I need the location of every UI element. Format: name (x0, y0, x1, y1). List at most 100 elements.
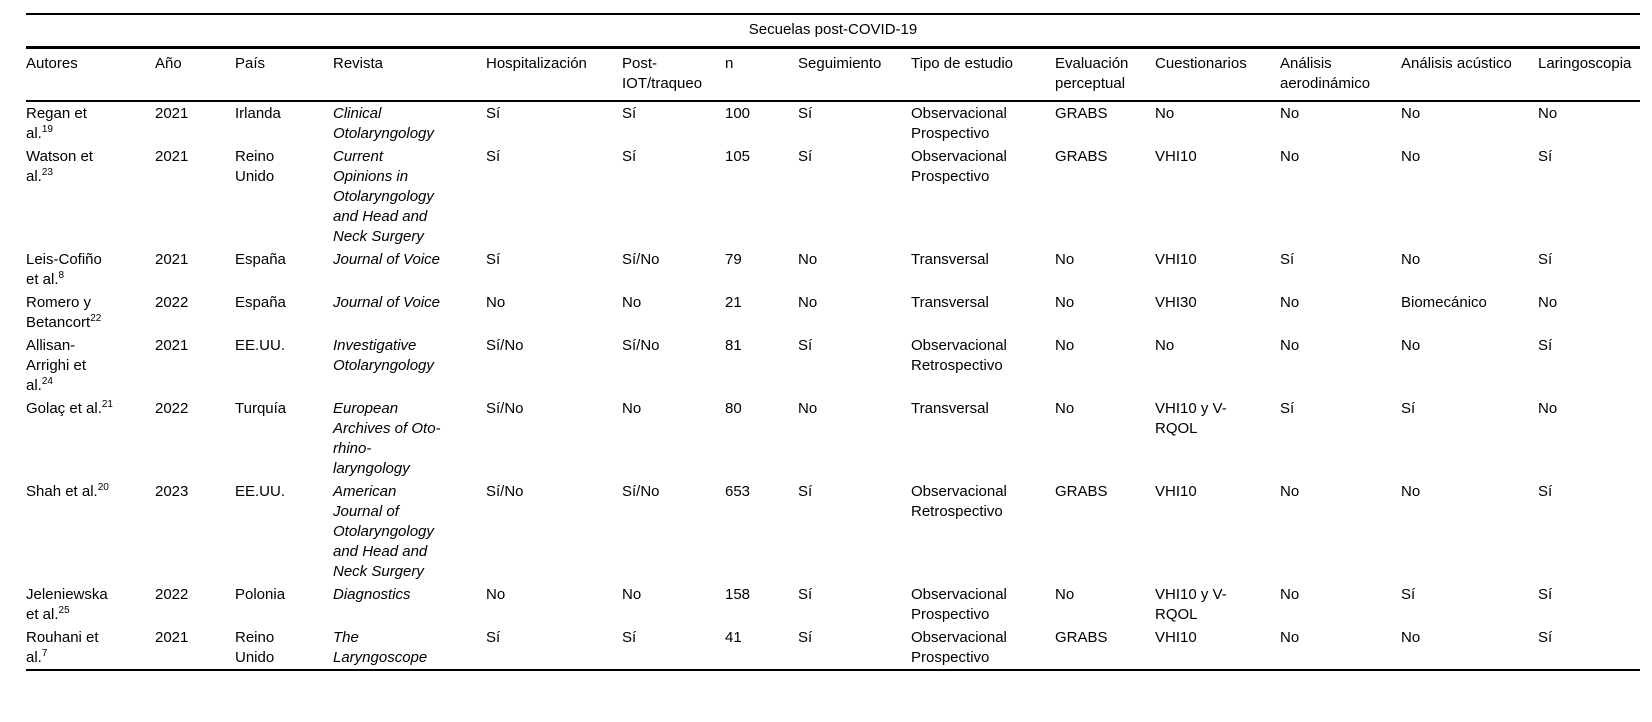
cell-tipo_de_estudio: Observacional Prospectivo (911, 586, 1007, 623)
cell-evaluacion_perceptual: No (1055, 337, 1075, 354)
cell-revista: Journal of Voice (333, 294, 441, 311)
cell-seguimiento: No (798, 251, 818, 268)
author-name: Regan et al. (26, 105, 87, 142)
cell-post_iot: Sí (622, 105, 637, 122)
cell-ano: 2022 (155, 294, 189, 311)
cell-evaluacion_perceptual: GRABS (1055, 105, 1108, 122)
cell-seguimiento: Sí (798, 483, 813, 500)
cell-autores: Allisan-Arrighi et al.24 (26, 334, 155, 397)
cell-n: 105 (725, 148, 751, 165)
col-header-revista: Revista (333, 55, 384, 72)
cell-laringoscopia: Sí (1538, 586, 1553, 603)
cell-cuestionarios: VHI10 (1155, 629, 1197, 646)
cell-hospitalizacion: Sí/No (486, 337, 524, 354)
cell-pais: España (235, 251, 286, 268)
table-row: Golaç et al.21 2022 Turquía European Archiv… (26, 397, 1640, 480)
table-row: Leis-Cofiño et al.8 2021 España Journal of … (26, 248, 1640, 291)
cell-analisis_acustico: Biomecánico (1401, 294, 1487, 311)
cell-pais: Reino Unido (235, 148, 275, 185)
col-header-autores: Autores (26, 55, 78, 72)
col-header-evaluacion_perceptual: Evaluación perceptual (1055, 55, 1129, 92)
cell-ano: 2021 (155, 148, 189, 165)
cell-cuestionarios: VHI10 y V-RQOL (1155, 400, 1227, 437)
cell-evaluacion_perceptual: No (1055, 294, 1075, 311)
cell-ano: 2022 (155, 400, 189, 417)
cell-analisis_acustico: No (1401, 483, 1421, 500)
cell-n: 80 (725, 400, 742, 417)
cell-tipo_de_estudio: Transversal (911, 251, 989, 268)
cell-analisis_aerodinamico: No (1280, 629, 1300, 646)
cell-analisis_aerodinamico: No (1280, 148, 1300, 165)
cell-evaluacion_perceptual: No (1055, 400, 1075, 417)
cell-post_iot: No (622, 294, 642, 311)
cell-post_iot: No (622, 400, 642, 417)
cell-revista: Current Opinions in Otolaryngology and H… (333, 148, 434, 245)
cell-n: 158 (725, 586, 751, 603)
col-header-cuestionarios: Cuestionarios (1155, 55, 1247, 72)
col-header-post_iot: Post- IOT/traqueo (622, 55, 703, 92)
cell-analisis_acustico: No (1401, 337, 1421, 354)
col-header-seguimiento: Seguimiento (798, 55, 882, 72)
cell-tipo_de_estudio: Observacional Prospectivo (911, 148, 1007, 185)
cell-laringoscopia: Sí (1538, 337, 1553, 354)
cell-analisis_aerodinamico: No (1280, 586, 1300, 603)
paper-table: Secuelas post-COVID-19 Autores Año País Rev… (26, 13, 1640, 671)
col-header-n: n (725, 55, 734, 72)
cell-post_iot: Sí (622, 148, 637, 165)
cell-analisis_aerodinamico: No (1280, 483, 1300, 500)
cell-tipo_de_estudio: Transversal (911, 400, 989, 417)
cell-ano: 2021 (155, 105, 189, 122)
cell-n: 100 (725, 105, 751, 122)
cell-evaluacion_perceptual: GRABS (1055, 483, 1108, 500)
cell-seguimiento: No (798, 294, 818, 311)
table-row: Shah et al.20 2023 EE.UU. American Journal … (26, 480, 1640, 583)
cell-autores: Regan et al.19 (26, 101, 155, 145)
author-name: Watson et al. (26, 148, 93, 185)
author-name: Allisan-Arrighi et al. (26, 337, 87, 394)
col-header-laringoscopia: Laringoscopia (1538, 55, 1632, 72)
studies-table: Autores Año País Revista Hospitalización Post… (26, 49, 1640, 671)
cell-revista: European Archives of Oto-rhino-laryngolo… (333, 400, 441, 477)
header-row: Autores Año País Revista Hospitalización Post… (26, 49, 1640, 101)
cell-n: 79 (725, 251, 742, 268)
cell-pais: Irlanda (235, 105, 281, 122)
cell-post_iot: Sí/No (622, 337, 660, 354)
cell-seguimiento: Sí (798, 629, 813, 646)
cell-tipo_de_estudio: Observacional Prospectivo (911, 629, 1007, 666)
cell-laringoscopia: Sí (1538, 483, 1553, 500)
reference-superscript: 8 (58, 270, 65, 281)
cell-laringoscopia: No (1538, 294, 1558, 311)
table-row: Allisan-Arrighi et al.24 2021 EE.UU. Invest… (26, 334, 1640, 397)
reference-superscript: 7 (41, 648, 48, 659)
reference-superscript: 20 (97, 482, 109, 493)
cell-analisis_acustico: No (1401, 105, 1421, 122)
cell-post_iot: Sí/No (622, 251, 660, 268)
cell-seguimiento: Sí (798, 105, 813, 122)
table-row: Rouhani et al.7 2021 Reino Unido The Laryng… (26, 626, 1640, 670)
cell-laringoscopia: Sí (1538, 629, 1553, 646)
col-header-tipo_de_estudio: Tipo de estudio (911, 55, 1014, 72)
cell-n: 653 (725, 483, 751, 500)
table-row: Romero y Betancort22 2022 España Journal of… (26, 291, 1640, 334)
cell-autores: Shah et al.20 (26, 480, 155, 583)
col-header-analisis_acustico: Análisis acústico (1401, 55, 1512, 72)
reference-superscript: 24 (41, 376, 53, 387)
cell-evaluacion_perceptual: GRABS (1055, 629, 1108, 646)
cell-hospitalizacion: Sí (486, 148, 501, 165)
cell-cuestionarios: VHI10 (1155, 251, 1197, 268)
cell-post_iot: No (622, 586, 642, 603)
cell-laringoscopia: Sí (1538, 251, 1553, 268)
cell-seguimiento: Sí (798, 148, 813, 165)
cell-ano: 2023 (155, 483, 189, 500)
cell-pais: EE.UU. (235, 337, 286, 354)
cell-analisis_acustico: Sí (1401, 400, 1416, 417)
cell-hospitalizacion: No (486, 294, 506, 311)
col-header-hospitalizacion: Hospitalización (486, 55, 587, 72)
cell-pais: Turquía (235, 400, 287, 417)
cell-analisis_aerodinamico: Sí (1280, 251, 1295, 268)
reference-superscript: 22 (90, 313, 102, 324)
cell-post_iot: Sí/No (622, 483, 660, 500)
col-header-pais: País (235, 55, 266, 72)
cell-tipo_de_estudio: Observacional Prospectivo (911, 105, 1007, 142)
cell-hospitalizacion: Sí (486, 629, 501, 646)
